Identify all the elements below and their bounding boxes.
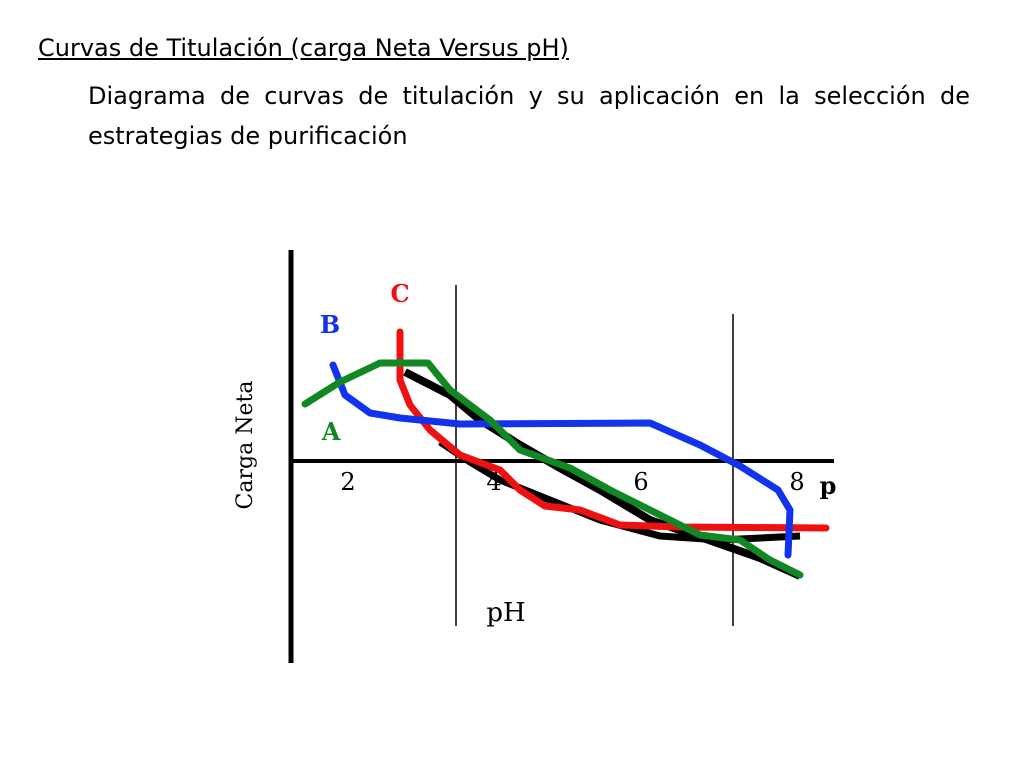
- slide-subtitle: Diagrama de curvas de titulación y su ap…: [88, 82, 970, 150]
- x-tick-label: 8: [789, 468, 804, 496]
- curve-label: A: [321, 417, 341, 446]
- curve-label: C: [390, 279, 409, 308]
- curve-a: [301, 359, 804, 579]
- x-axis-label: pH: [486, 598, 525, 628]
- shadow-curve: [403, 368, 802, 580]
- y-axis-label: Carga Neta: [233, 381, 258, 510]
- x-tick-label: 6: [633, 468, 648, 496]
- curve-b: [329, 361, 794, 559]
- x-tick-label: 4: [486, 468, 501, 496]
- curve-label: B: [320, 310, 340, 339]
- x-tick-label: p: [820, 471, 837, 500]
- x-tick-label: 2: [340, 468, 355, 496]
- slide-title: Curvas de Titulación (carga Neta Versus …: [38, 34, 569, 62]
- curve-c: [396, 328, 830, 532]
